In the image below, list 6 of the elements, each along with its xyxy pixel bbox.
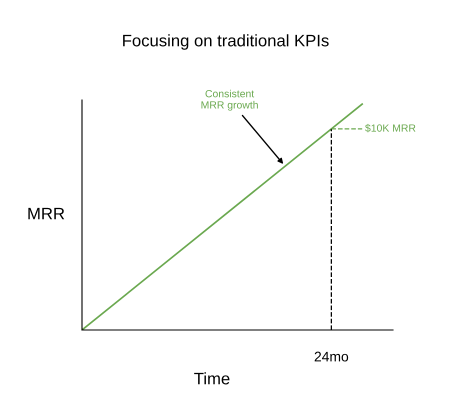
annotation: Consistent MRR growth [201,90,258,111]
y-axis-title: MRR [28,208,64,220]
x-axis-title: Time [194,372,230,384]
ref-line-label: $10K MRR [365,124,416,132]
text: 24mo [314,352,348,362]
chart-title: Focusing on traditional KPIs [123,34,329,50]
